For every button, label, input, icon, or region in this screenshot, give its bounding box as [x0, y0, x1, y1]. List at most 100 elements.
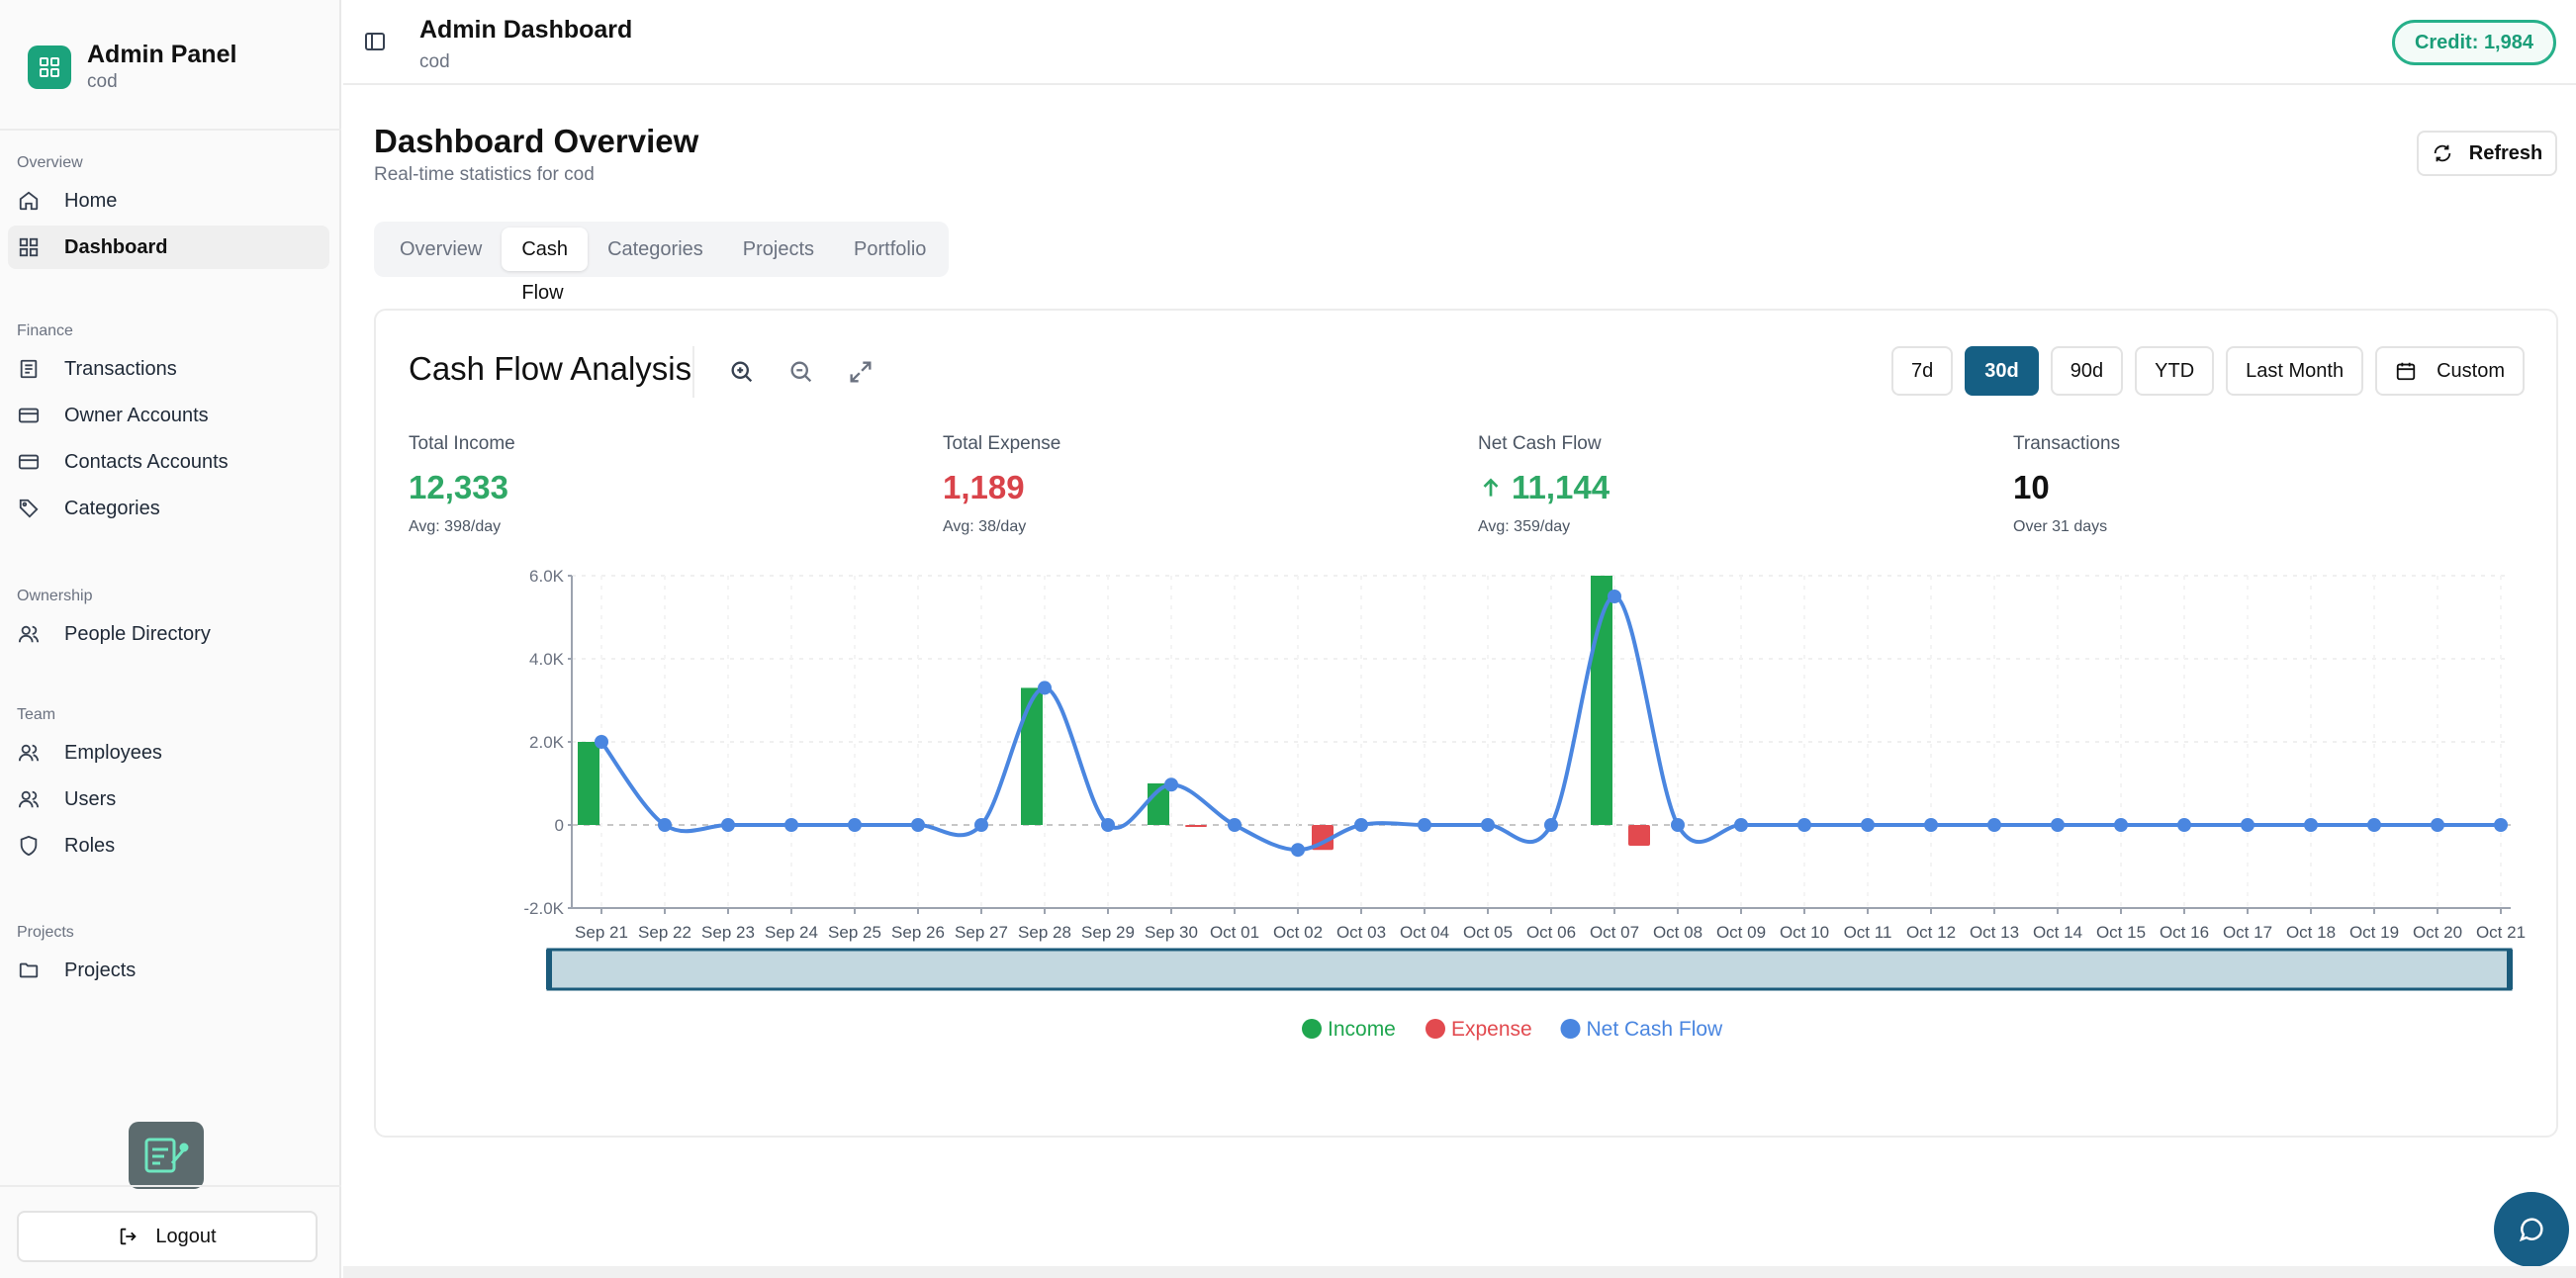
x-tick-label: Sep 21 — [575, 923, 628, 942]
refresh-label: Refresh — [2468, 141, 2543, 164]
x-tick-label: Oct 02 — [1273, 923, 1323, 942]
sidebar-divider — [0, 129, 341, 131]
x-tick-label: Oct 15 — [2096, 923, 2146, 942]
stat-label: Total Expense — [943, 433, 1061, 454]
expense-bar — [1185, 825, 1207, 827]
expand-icon[interactable] — [847, 358, 874, 386]
net-cash-flow-point — [1291, 843, 1305, 858]
legend-label: Net Cash Flow — [1587, 1018, 1724, 1041]
stat-transactions: Transactions 10 Over 31 days — [2013, 433, 2120, 536]
net-cash-flow-point — [721, 818, 735, 832]
net-cash-flow-point — [784, 818, 798, 832]
net-cash-flow-point — [1164, 777, 1178, 792]
sidebar-item-categories[interactable]: Categories — [8, 487, 329, 530]
expense-bar — [1628, 825, 1650, 846]
card-title: Cash Flow Analysis — [409, 350, 692, 387]
refresh-icon — [2434, 144, 2450, 162]
brand[interactable]: Admin Panel cod — [28, 40, 236, 95]
x-tick-label: Oct 19 — [2349, 923, 2399, 942]
x-tick-label: Oct 14 — [2033, 923, 2082, 942]
legend-marker — [1302, 1019, 1322, 1039]
title-divider — [692, 346, 694, 398]
x-tick-label: Oct 16 — [2160, 923, 2209, 942]
home-icon — [19, 191, 39, 211]
group-label: Ownership — [17, 588, 93, 604]
legend-label: Expense — [1451, 1018, 1532, 1041]
range-7d-button[interactable]: 7d — [1891, 346, 1954, 396]
x-tick-label: Sep 26 — [891, 923, 945, 942]
net-cash-flow-point — [1671, 818, 1685, 832]
tab-projects[interactable]: Projects — [742, 238, 815, 260]
sidebar-item-people-directory[interactable]: People Directory — [8, 612, 329, 656]
sidebar-toggle-icon[interactable] — [363, 30, 387, 53]
logout-icon — [121, 1228, 138, 1245]
tab-portfolio[interactable]: Portfolio — [854, 238, 927, 260]
sidebar-item-owner-accounts[interactable]: Owner Accounts — [8, 394, 329, 437]
sidebar-item-transactions[interactable]: Transactions — [8, 347, 329, 391]
net-cash-flow-point — [1987, 818, 2001, 832]
income-bar — [578, 742, 599, 825]
x-tick-label: Oct 09 — [1716, 923, 1766, 942]
stat-value: 11,144 — [1512, 469, 1610, 505]
logout-button[interactable]: Logout — [17, 1211, 318, 1262]
range-90d-button[interactable]: 90d — [2050, 346, 2124, 396]
net-cash-flow-point — [2367, 818, 2381, 832]
y-tick-label: 2.0K — [529, 733, 565, 752]
range-ytd-button[interactable]: YTD — [2135, 346, 2215, 396]
receipt-icon — [20, 359, 38, 379]
sidebar-item-dashboard[interactable]: Dashboard — [8, 226, 329, 269]
range-30d-button[interactable]: 30d — [1965, 346, 2039, 396]
y-tick-label: 0 — [555, 816, 564, 835]
tab-categories[interactable]: Categories — [607, 238, 703, 260]
range-custom-button[interactable]: Custom — [2375, 346, 2525, 396]
legend-marker — [1560, 1019, 1581, 1039]
stat-avg: Avg: 359/day — [1478, 518, 1571, 535]
users-icon — [18, 744, 40, 762]
y-tick-label: -2.0K — [523, 899, 564, 918]
stat-avg: Avg: 398/day — [409, 518, 502, 535]
brand-subtitle: cod — [87, 71, 118, 92]
zoom-out-icon[interactable] — [787, 358, 815, 386]
net-cash-flow-point — [1418, 818, 1431, 832]
tab-cash-flow[interactable]: Cash Flow — [502, 228, 589, 304]
brand-title: Admin Panel — [87, 41, 237, 68]
y-tick-label: 6.0K — [529, 567, 565, 586]
sidebar-item-employees[interactable]: Employees — [8, 731, 329, 775]
sidebar-item-label: Employees — [64, 741, 162, 764]
cash-flow-chart[interactable]: 6.0K 4.0K 2.0K 0 -2.0K Sep 21 Sep 22 Sep 23 Sep … — [374, 554, 2558, 1068]
stat-net-cash-flow: Net Cash Flow 11,144 Avg: 359/day — [1478, 433, 1610, 536]
sidebar-item-label: Roles — [64, 834, 116, 857]
net-cash-flow-line — [599, 593, 2501, 853]
sidebar-footer-divider — [0, 1185, 341, 1187]
zoom-in-icon[interactable] — [728, 358, 756, 386]
dashboard-tabs: Overview Cash Flow Categories Projects P… — [374, 222, 949, 304]
logout-label: Logout — [155, 1225, 217, 1247]
x-tick-label: Sep 29 — [1081, 923, 1135, 942]
net-cash-flow-point — [1608, 590, 1621, 603]
sidebar-item-users[interactable]: Users — [8, 777, 329, 821]
folder-icon — [19, 962, 39, 978]
credit-badge[interactable]: Credit: 1,984 — [2391, 20, 2556, 65]
bottom-scroll-strip — [343, 1266, 2576, 1278]
sidebar-item-home[interactable]: Home — [8, 179, 329, 223]
x-tick-label: Oct 12 — [1906, 923, 1956, 942]
sidebar-item-roles[interactable]: Roles — [8, 824, 329, 867]
group-label: Finance — [17, 322, 73, 339]
net-cash-flow-point — [1734, 818, 1748, 832]
grid-icon — [19, 237, 39, 257]
app-launcher-icon[interactable] — [129, 1122, 204, 1189]
sidebar-item-projects[interactable]: Projects — [8, 949, 329, 992]
stat-avg: Over 31 days — [2013, 518, 2108, 535]
card-icon — [18, 408, 40, 423]
chat-button[interactable] — [2494, 1192, 2569, 1267]
card-icon — [18, 454, 40, 470]
x-tick-label: Sep 27 — [955, 923, 1008, 942]
refresh-button[interactable]: Refresh — [2417, 131, 2557, 176]
range-last-month-button[interactable]: Last Month — [2226, 346, 2364, 396]
x-tick-label: Oct 17 — [2223, 923, 2272, 942]
net-cash-flow-point — [974, 818, 988, 832]
sidebar-group-overview: Overview Home Dashboard — [0, 150, 341, 272]
sidebar-item-contacts-accounts[interactable]: Contacts Accounts — [8, 440, 329, 484]
tab-overview[interactable]: Overview — [400, 238, 483, 260]
x-tick-label: Sep 25 — [828, 923, 881, 942]
